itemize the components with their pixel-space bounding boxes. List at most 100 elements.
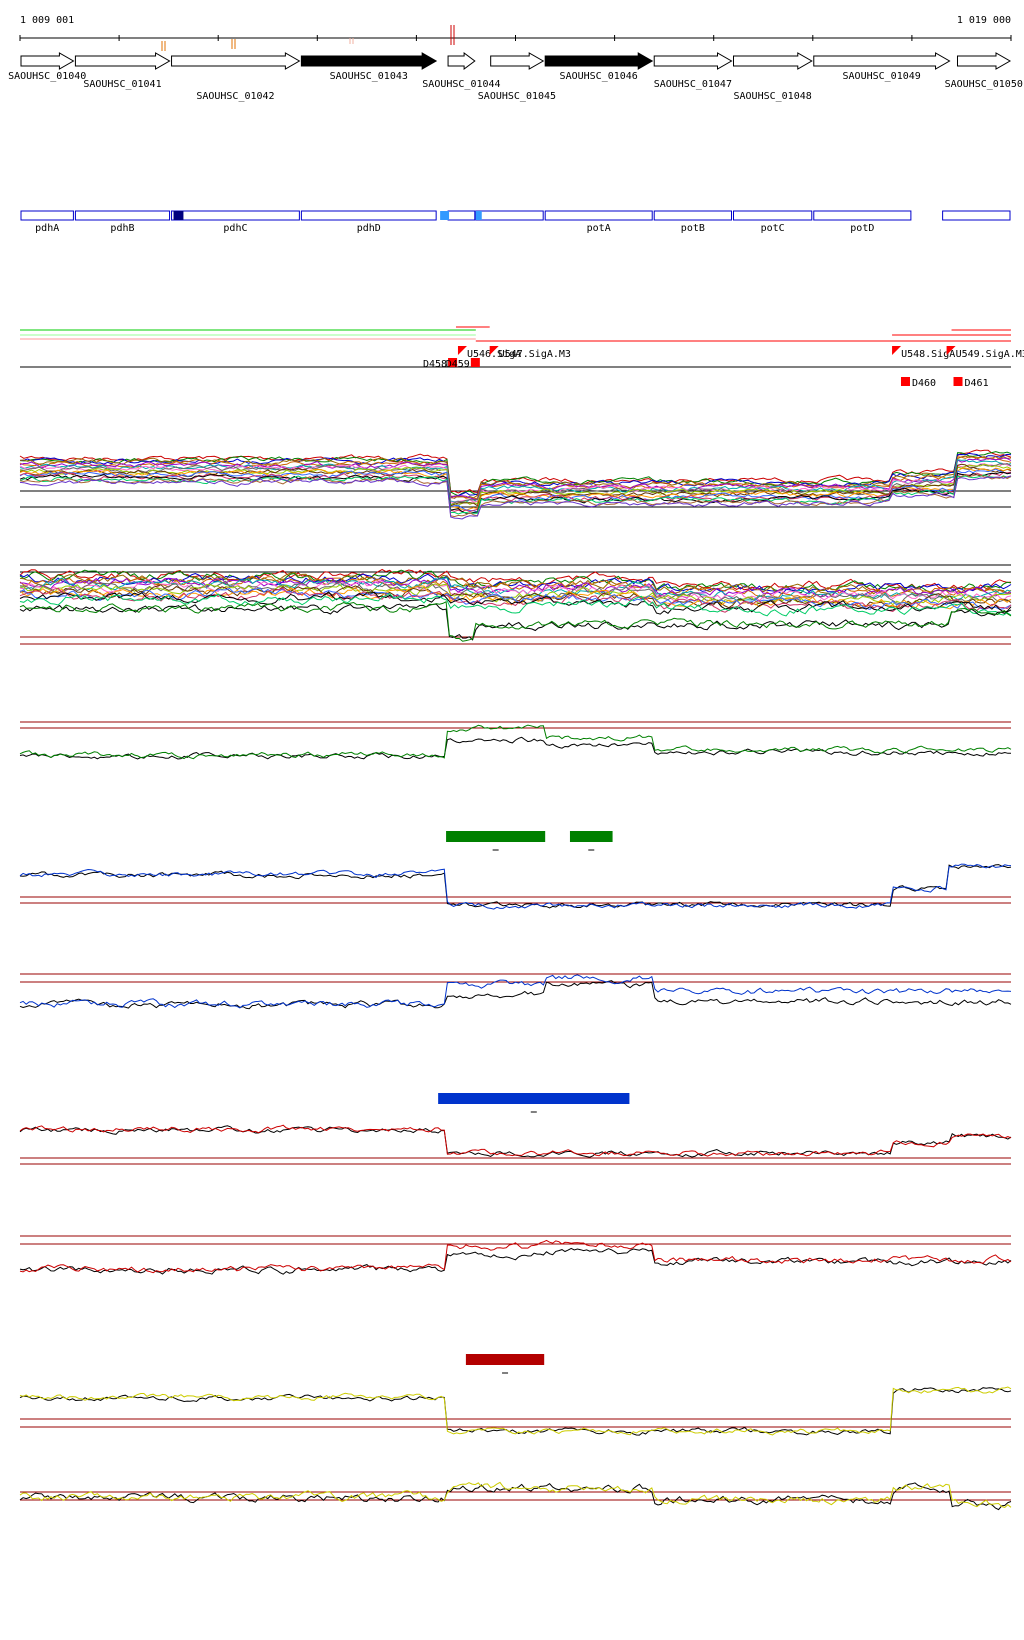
gene-arrow-shape <box>300 52 438 70</box>
gene-label: SAOUHSC_01044 <box>422 79 500 90</box>
condition-series-black <box>19 980 1012 1010</box>
condition-series-black <box>19 736 1012 760</box>
gene-arrow-shape <box>544 52 654 70</box>
gene-arrow: SAOUHSC_01046 <box>544 52 654 82</box>
profile-series-line <box>19 451 1012 497</box>
highlight-block <box>446 831 546 842</box>
gene-arrow-shape <box>447 52 476 70</box>
annotation-label: pdhD <box>357 223 381 234</box>
annotation-label: pdhC <box>223 223 247 234</box>
segment-break-marker <box>900 377 910 386</box>
annotation-box: potB <box>653 210 733 234</box>
ruler-ticks <box>19 35 1012 41</box>
condition-track <box>19 1124 1012 1165</box>
profile-series-line <box>19 591 1012 615</box>
segment-break-marker <box>448 358 458 367</box>
profile-series-line <box>19 462 1012 506</box>
condition-series-color <box>19 1239 1012 1274</box>
condition-track <box>19 1235 1012 1275</box>
annotation-box <box>475 210 544 221</box>
profile-series-line <box>19 449 1012 494</box>
annotation-box: pdhB <box>74 210 171 234</box>
segment-break-label: D458 <box>423 359 447 370</box>
ruler-end-label: 1 019 000 <box>957 15 1011 26</box>
gene-arrow-shape <box>171 52 301 70</box>
annotation-feature <box>440 211 450 220</box>
expression-profile-all-conditions-2 <box>19 564 1012 645</box>
profile-series-line <box>19 475 1012 520</box>
gene-arrow-shape <box>733 52 813 70</box>
segment-upstream-label: U547.SigA.M3 <box>499 349 571 360</box>
condition-track <box>19 863 1012 910</box>
gene-arrow-shape <box>813 52 951 70</box>
ruler-start-label: 1 009 001 <box>20 15 74 26</box>
condition-track <box>19 721 1012 760</box>
annotation-rect <box>74 210 171 221</box>
condition-series-color <box>19 1481 1012 1508</box>
condition-series-color <box>19 724 1012 760</box>
segment-upstream-label: U546.SigA <box>467 349 521 360</box>
profile-series-line <box>19 569 1012 594</box>
profile-series-line <box>19 463 1012 507</box>
coordinate-ruler: 1 009 001 1 019 000 <box>19 15 1012 51</box>
annotation-box: pdhD <box>300 210 437 234</box>
annotation-rect <box>171 210 300 221</box>
condition-track <box>19 1386 1012 1436</box>
gene-arrow-shape <box>956 52 1012 70</box>
gene-arrow: SAOUHSC_01044 <box>422 52 501 90</box>
condition-series-color <box>19 863 1012 910</box>
profile-series-line <box>19 471 1012 514</box>
profile-series-line <box>19 583 1012 606</box>
gene-label: SAOUHSC_01043 <box>330 71 408 82</box>
annotation-box: pdhC <box>171 210 300 234</box>
annotation-box <box>447 210 476 221</box>
segment-break-marker <box>470 358 480 367</box>
gene-arrow-shape <box>490 52 545 70</box>
gene-arrow-shape <box>653 52 733 70</box>
gene-arrow: SAOUHSC_01047 <box>653 52 733 90</box>
gene-arrow: SAOUHSC_01041 <box>74 52 171 90</box>
condition-series-black <box>19 1482 1012 1511</box>
annotation-feature <box>475 211 482 220</box>
annotation-box: pdhA <box>20 210 74 234</box>
annotation-rect <box>20 210 74 221</box>
gene-label: SAOUHSC_01050 <box>945 79 1023 90</box>
gene-label: SAOUHSC_01045 <box>478 91 556 102</box>
segment-upstream-marker <box>892 346 902 355</box>
condition-series-black <box>19 1387 1012 1436</box>
gene-arrow: SAOUHSC_01042 <box>171 52 301 102</box>
annotation-rect <box>733 210 813 221</box>
profile-series-line <box>19 603 1012 641</box>
annotation-box <box>942 210 1011 221</box>
gene-label: SAOUHSC_01040 <box>8 71 86 82</box>
gene-arrow-shape <box>74 52 171 70</box>
segment-upstream-marker <box>946 346 956 355</box>
condition-series-black <box>19 1247 1012 1275</box>
gene-label: SAOUHSC_01041 <box>83 79 161 90</box>
annotation-rect <box>447 210 476 221</box>
annotation-label: pdhB <box>110 223 134 234</box>
condition-series-color <box>19 1386 1012 1436</box>
segment-break-label: D460 <box>912 378 936 389</box>
gene-arrow: SAOUHSC_01045 <box>478 52 556 102</box>
annotation-label: potB <box>681 223 705 234</box>
segment-upstream-label: U548.SigA <box>901 349 955 360</box>
gene-label: SAOUHSC_01048 <box>734 91 812 102</box>
profile-series-line <box>19 457 1012 501</box>
segment-upstream-marker <box>489 346 499 355</box>
annotation-label: potC <box>761 223 785 234</box>
highlight-block <box>438 1093 630 1104</box>
ruler-marks <box>161 25 455 51</box>
segment-break-label: D459 <box>446 359 470 370</box>
gene-label: SAOUHSC_01049 <box>843 71 921 82</box>
segment-break-label: D461 <box>965 378 989 389</box>
gene-arrow: SAOUHSC_01050 <box>945 52 1023 90</box>
gene-label: SAOUHSC_01042 <box>196 91 274 102</box>
condition-series-color <box>19 974 1012 1009</box>
gene-label: SAOUHSC_01046 <box>560 71 638 82</box>
annotation-rect <box>475 210 544 221</box>
annotation-track: pdhA pdhB pdhC pdhD potA potB potC potD <box>20 210 1011 234</box>
